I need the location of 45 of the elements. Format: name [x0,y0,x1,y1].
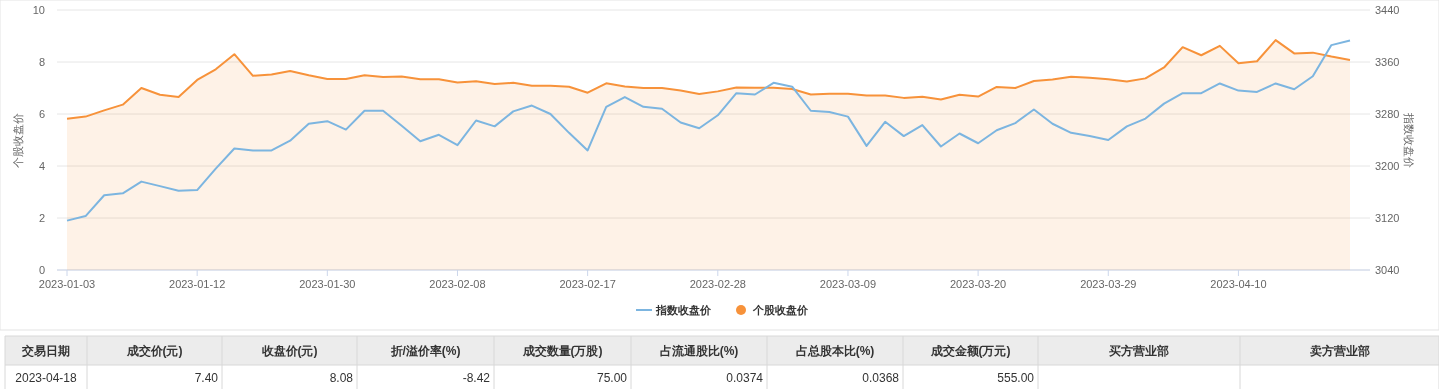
text: 555.00 [997,370,1035,385]
x-tick-label: 2023-01-12 [169,278,226,290]
text: 0.0374 [726,370,764,385]
y-tick-label: 10 [32,4,45,16]
y-tick-label: 2 [38,212,45,224]
y-tick-label: 8 [38,56,45,68]
line-series [66,39,1351,222]
text: 卖方营业部 [1309,344,1370,358]
y2-tick-label: 3200 [1375,160,1400,172]
x-tick-label: 2023-01-03 [38,278,96,290]
text: 收盘价(元) [261,344,318,358]
y-tick-label: 6 [38,108,45,120]
text: 7.40 [194,370,219,385]
text: 0.0368 [862,370,900,385]
text: 75.00 [596,370,628,385]
y-axis-title: 个股收盘价 [12,112,24,168]
x-tick-label: 2023-03-09 [819,278,877,290]
text: -8.42 [462,370,491,385]
y2-tick-label: 3040 [1375,264,1400,276]
x-tick-label: 2023-04-10 [1210,278,1267,290]
x-tick-label: 2023-02-08 [429,278,486,290]
text: 成交数量(万股) [521,344,603,358]
text: 占流通股比(%) [659,344,739,358]
x-tick-label: 2023-02-17 [559,278,616,290]
y2-tick-label: 3440 [1375,4,1400,16]
legend-label: 个股收盘价 [752,304,809,316]
y2-tick-label: 3360 [1375,56,1400,68]
text: 占总股本比(%) [795,344,875,358]
text: 成交价(元) [125,344,183,358]
x-tick-label: 2023-03-20 [949,278,1007,290]
text: 买方营业部 [1109,344,1169,358]
y2-tick-label: 3280 [1375,108,1400,120]
text: 8.08 [329,370,354,385]
text: 交易日期 [21,344,70,358]
legend-label: 指数收盘价 [655,304,712,316]
x-tick-label: 2023-01-30 [299,278,356,290]
x-tick-label: 2023-02-28 [689,278,746,290]
text: 成交金额(万元) [929,344,1011,358]
y-tick-label: 0 [38,264,45,276]
text: 折/溢价率(%) [389,344,461,358]
y-tick-label: 4 [38,160,45,172]
text: 2023-04-18 [15,370,78,385]
x-tick-label: 2023-03-29 [1080,278,1137,290]
y2-axis-title: 指数收盘价 [1403,111,1415,168]
y2-tick-label: 3120 [1375,212,1400,224]
